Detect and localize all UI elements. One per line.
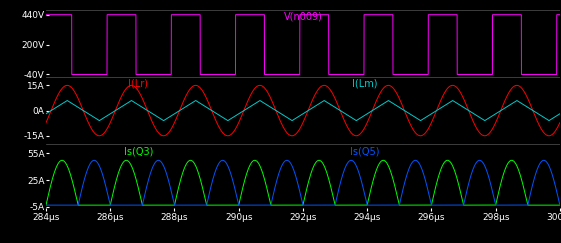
Text: I(Lr): I(Lr) [128,79,149,89]
Text: I(Lm): I(Lm) [352,79,378,89]
Text: Is(Q3): Is(Q3) [124,146,153,156]
Text: V(n009): V(n009) [283,12,323,22]
Text: Is(Q5): Is(Q5) [350,146,379,156]
